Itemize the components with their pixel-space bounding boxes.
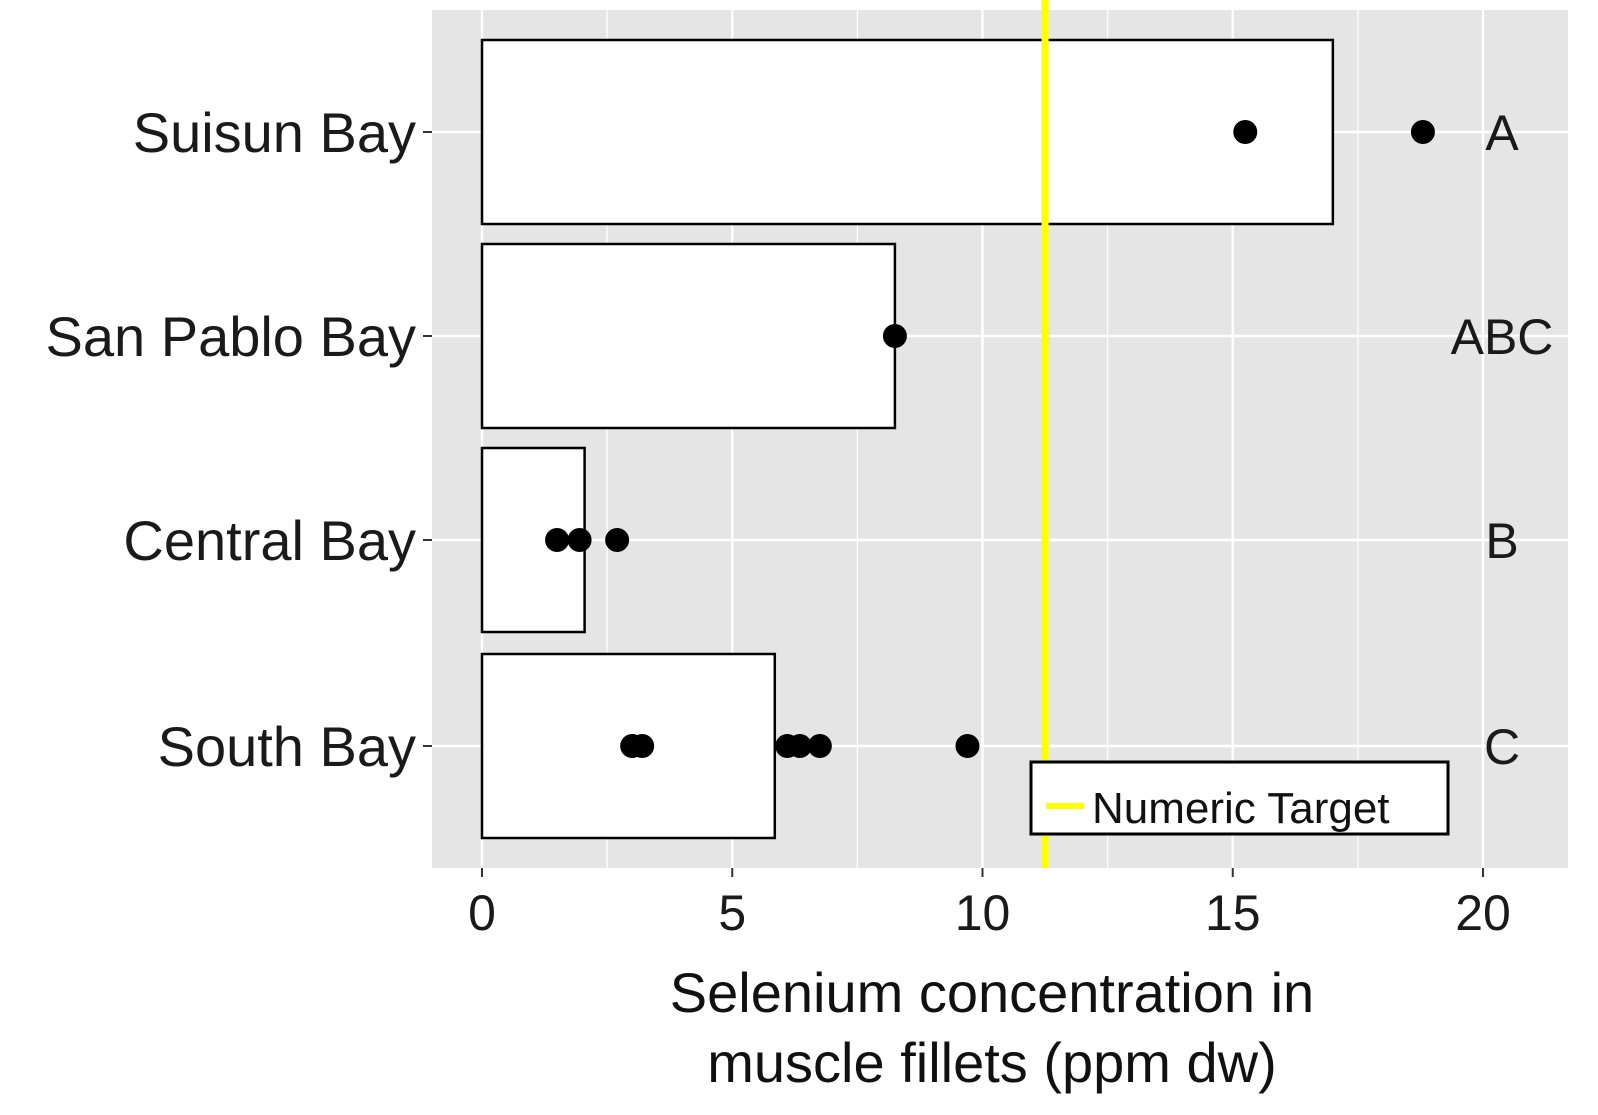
- data-point: [545, 528, 570, 552]
- group-letter: B: [1485, 513, 1518, 569]
- x-tick-label: 15: [1205, 885, 1261, 941]
- group-letter: C: [1484, 719, 1520, 775]
- data-point: [955, 734, 980, 758]
- x-tick-label: 0: [468, 885, 496, 941]
- category-label: Suisun Bay: [133, 101, 416, 164]
- category-label: Central Bay: [123, 509, 416, 572]
- data-point: [605, 528, 630, 552]
- legend-label: Numeric Target: [1092, 784, 1390, 833]
- data-point: [882, 324, 907, 348]
- x-tick-label: 20: [1455, 885, 1511, 941]
- data-point: [630, 734, 655, 758]
- data-point: [787, 734, 812, 758]
- x-axis-ticks: 0 5 10 15 20: [468, 868, 1511, 941]
- x-tick-label: 5: [718, 885, 746, 941]
- group-letter: A: [1485, 105, 1519, 161]
- legend: Numeric Target: [1029, 760, 1450, 836]
- data-point: [567, 528, 592, 552]
- data-point: [807, 734, 832, 758]
- category-label: South Bay: [158, 715, 416, 778]
- group-letter: ABC: [1451, 309, 1554, 365]
- data-point: [1410, 120, 1435, 144]
- bar-suisun-bay: [480, 38, 1335, 226]
- category-label: San Pablo Bay: [46, 305, 416, 368]
- data-points: [545, 120, 1435, 758]
- x-axis-title-line-2: muscle fillets (ppm dw): [707, 1031, 1276, 1094]
- x-tick-label: 10: [955, 885, 1011, 941]
- x-axis-title-line-1: Selenium concentration in: [670, 961, 1314, 1024]
- legend-box: [1029, 760, 1450, 836]
- data-point: [1233, 120, 1258, 144]
- group-letters: A ABC B C: [1451, 105, 1554, 775]
- bar-san-pablo-bay: [480, 242, 897, 430]
- y-axis-labels: Suisun Bay San Pablo Bay Central Bay South …: [46, 101, 432, 778]
